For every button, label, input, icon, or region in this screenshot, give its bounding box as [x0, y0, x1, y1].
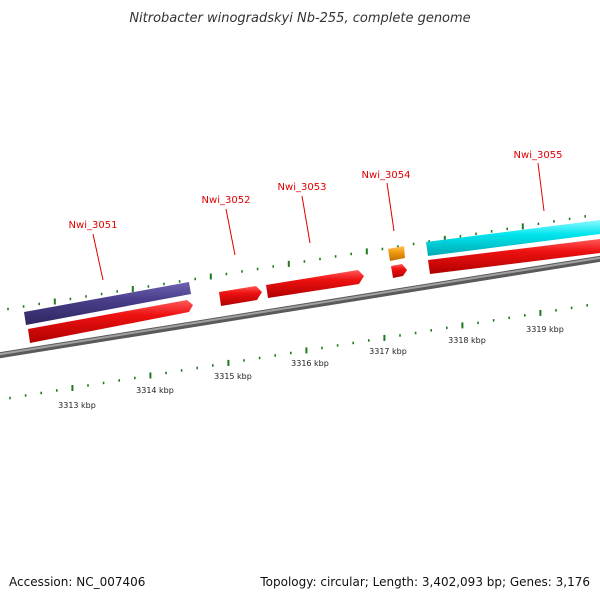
map-title: Nitrobacter winogradskyi Nb-255, complet…	[129, 11, 470, 26]
gene-label-nwi-3054[interactable]: Nwi_3054	[362, 170, 411, 181]
kbp-label-3317: 3317 kbp	[369, 347, 407, 356]
genome-backbone	[0, 255, 600, 359]
gene-label-nwi-3051[interactable]: Nwi_3051	[69, 220, 118, 231]
gene-features	[24, 220, 600, 343]
leader-line-nwi-3051	[92, 233, 104, 281]
gene-feature-purple[interactable]	[24, 282, 191, 325]
kbp-label-3315: 3315 kbp	[214, 372, 252, 381]
tick-row-top	[7, 215, 587, 311]
leader-line-nwi-3055	[537, 162, 545, 212]
kbp-label-3318: 3318 kbp	[448, 336, 486, 345]
gene-label-nwi-3052[interactable]: Nwi_3052	[202, 195, 251, 206]
leader-line-nwi-3052	[225, 208, 236, 256]
gene-label-nwi-3055[interactable]: Nwi_3055	[514, 150, 563, 161]
gene-feature-nwi-3053[interactable]	[266, 270, 364, 298]
tick-row-bottom	[9, 304, 589, 400]
gene-feature-nwi-3055-cyan[interactable]	[426, 220, 600, 256]
label-leader-lines	[92, 162, 545, 281]
kbp-label-3319: 3319 kbp	[526, 325, 564, 334]
gene-feature-nwi-3054[interactable]	[391, 264, 407, 278]
genome-summary-text: Topology: circular; Length: 3,402,093 bp…	[259, 575, 590, 589]
leader-line-nwi-3053	[301, 195, 311, 244]
kbp-label-3316: 3316 kbp	[291, 359, 329, 368]
kbp-labels: 3313 kbp 3314 kbp 3315 kbp 3316 kbp 3317…	[58, 325, 564, 410]
kbp-label-3314: 3314 kbp	[136, 386, 174, 395]
gene-feature-nwi-3055[interactable]	[428, 239, 600, 274]
kbp-label-3313: 3313 kbp	[58, 401, 96, 410]
gene-feature-nwi-3051[interactable]	[28, 300, 193, 343]
gene-label-nwi-3053[interactable]: Nwi_3053	[278, 182, 327, 193]
gene-feature-nwi-3052[interactable]	[219, 286, 262, 306]
gene-labels: Nwi_3051 Nwi_3052 Nwi_3053 Nwi_3054 Nwi_…	[69, 150, 563, 231]
gene-feature-nwi-3054-orange[interactable]	[388, 246, 405, 261]
leader-line-nwi-3054	[386, 182, 395, 232]
accession-text: Accession: NC_007406	[9, 575, 145, 589]
